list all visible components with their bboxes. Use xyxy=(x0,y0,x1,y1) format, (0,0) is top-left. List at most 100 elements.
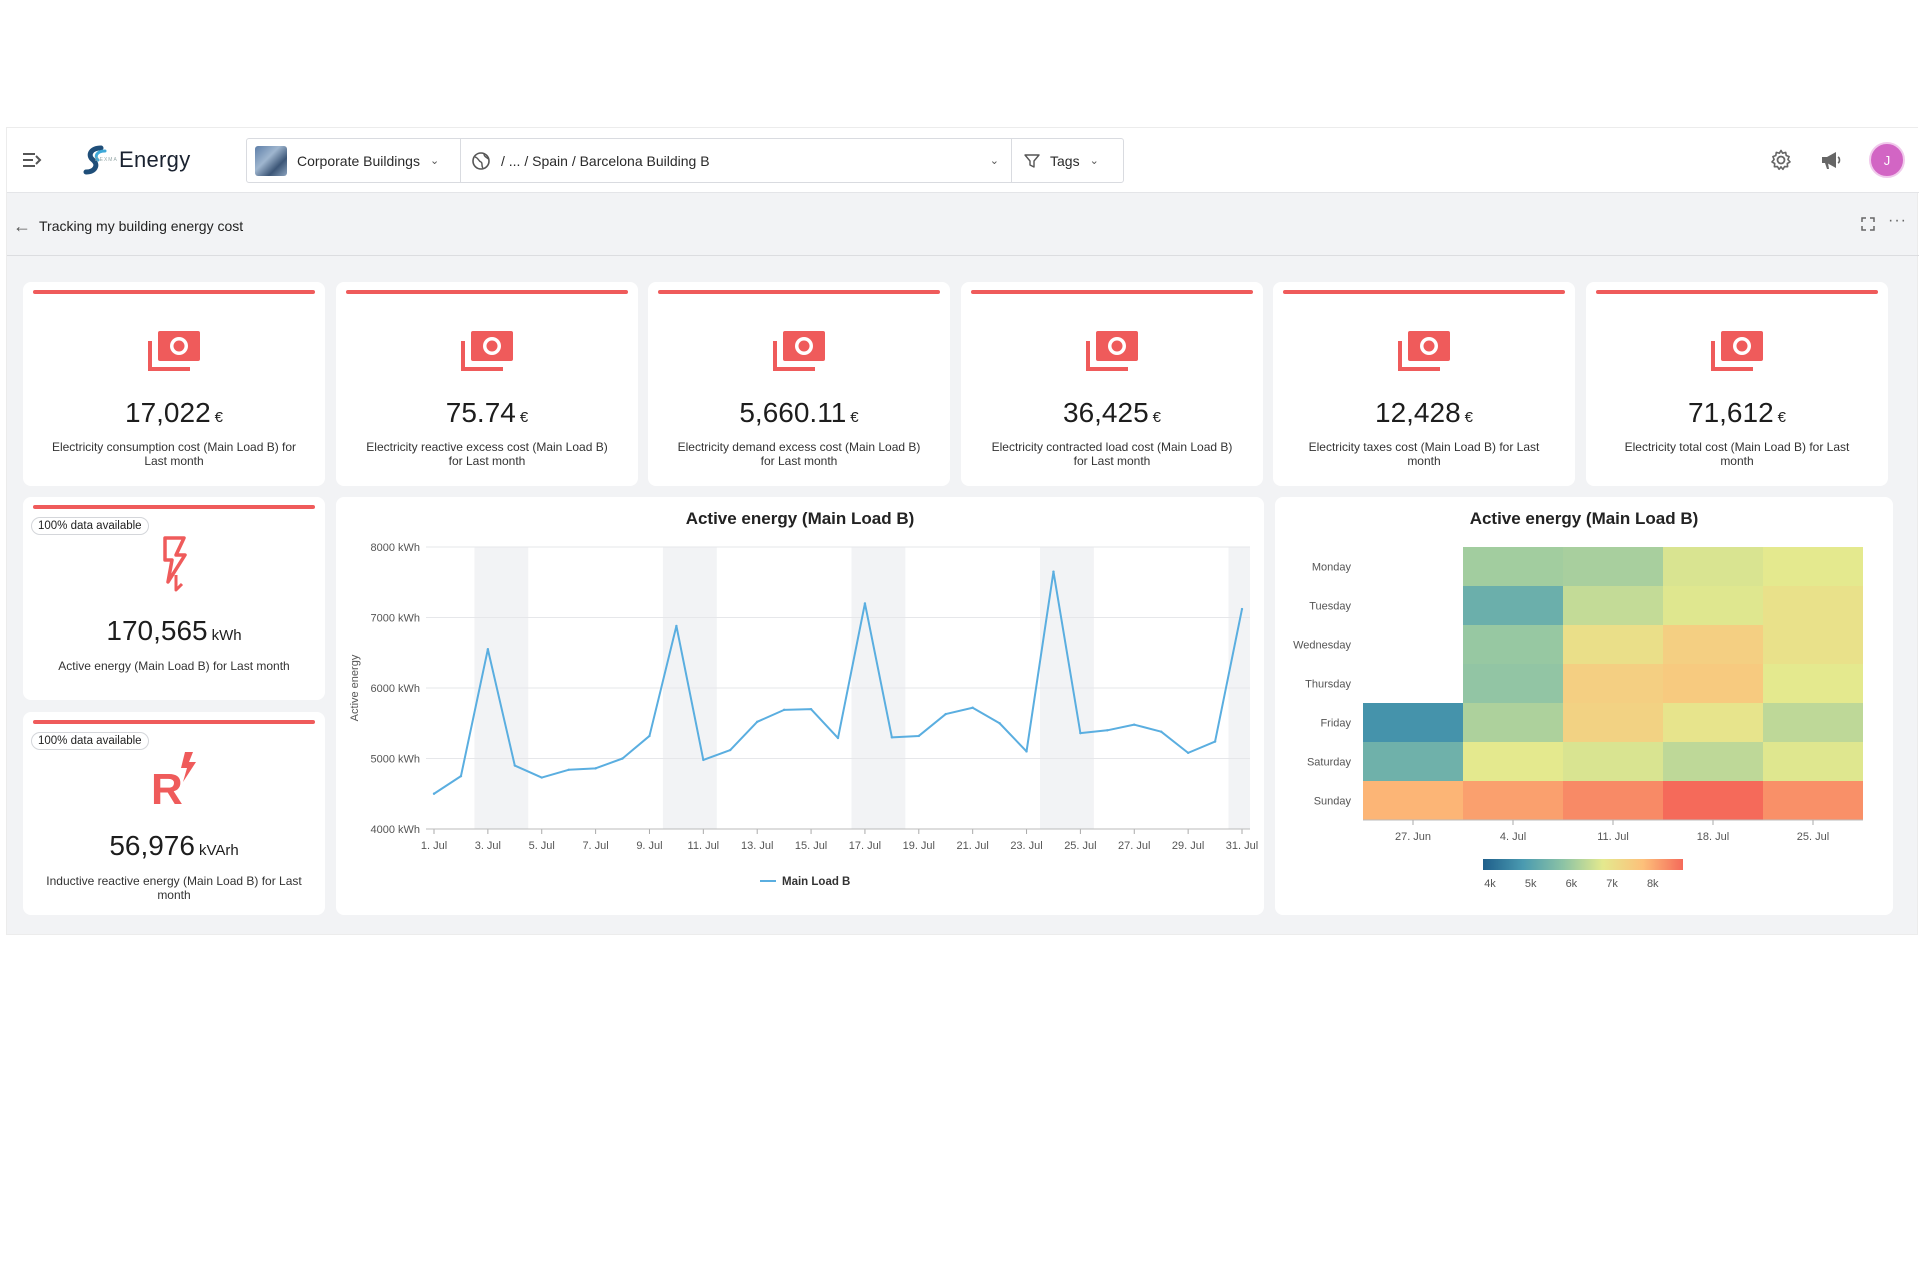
data-point xyxy=(675,624,678,628)
y-tick-label: 5000 kWh xyxy=(370,754,420,766)
x-tick-label: 21. Jul xyxy=(956,840,988,852)
kpi-value: 170,565 kWh xyxy=(23,615,325,647)
heatmap-cell xyxy=(1563,742,1663,781)
cost-kpi-card[interactable]: 17,022 € Electricity consumption cost (Mai… xyxy=(23,282,325,486)
kpi-number: 71,612 xyxy=(1688,397,1774,428)
data-point xyxy=(594,767,597,770)
user-avatar[interactable]: J xyxy=(1869,142,1905,178)
heatmap-cell xyxy=(1663,703,1763,742)
megaphone-icon[interactable] xyxy=(1819,148,1843,172)
cost-kpi-card[interactable]: 36,425 € Electricity contracted load cost … xyxy=(961,282,1263,486)
kpi-unit: € xyxy=(214,409,223,426)
card-accent xyxy=(33,290,315,294)
filter-icon xyxy=(1024,153,1040,168)
kpi-label: Electricity reactive excess cost (Main L… xyxy=(366,440,608,468)
fullscreen-icon[interactable] xyxy=(1861,217,1875,231)
kpi-unit: kVArh xyxy=(198,842,239,859)
cost-kpi-card[interactable]: 75.74 € Electricity reactive excess cost (… xyxy=(336,282,638,486)
money-bills-icon xyxy=(1086,331,1138,371)
heatmap-cell xyxy=(1663,664,1763,703)
kpi-value: 5,660.11 € xyxy=(648,397,950,429)
data-availability-badge: 100% data available xyxy=(31,517,149,535)
lightning-icon xyxy=(163,536,187,592)
data-point xyxy=(486,648,490,651)
heatmap-cell xyxy=(1763,625,1863,664)
heatmap-cell xyxy=(1763,742,1863,781)
location-selector[interactable]: / ... / Spain / Barcelona Building B ⌄ xyxy=(461,139,1012,182)
heatmap-cell xyxy=(1563,547,1663,586)
y-tick-label: 4000 kWh xyxy=(370,824,420,836)
heatmap-cell xyxy=(1663,586,1763,625)
data-point xyxy=(1240,607,1244,611)
heatmap-cell xyxy=(1463,703,1563,742)
series-line-main-load-b xyxy=(433,570,1243,795)
building-thumbnail xyxy=(255,145,287,176)
chevron-down-icon: ⌄ xyxy=(1089,155,1099,167)
heatmap-cell xyxy=(1663,547,1763,586)
kpi-label: Electricity demand excess cost (Main Loa… xyxy=(677,440,921,468)
heatmap-cell xyxy=(1563,703,1663,742)
heatmap-cell xyxy=(1463,781,1563,820)
data-point xyxy=(540,776,543,779)
x-tick-label: 5. Jul xyxy=(529,840,555,852)
app-logo[interactable]: Energy xyxy=(79,143,191,177)
card-accent xyxy=(346,290,628,294)
dashboard-app: Energy DEXMA Corporate Buildings ⌄ / ...… xyxy=(6,127,1919,935)
chart-title: Active energy (Main Load B) xyxy=(685,509,915,528)
x-tick-label: 29. Jul xyxy=(1172,840,1204,852)
data-availability-badge: 100% data available xyxy=(31,732,149,750)
context-selector-bar: Corporate Buildings ⌄ / ... / Spain / Ba… xyxy=(246,138,1124,183)
x-category-label: 25. Jul xyxy=(1797,831,1829,843)
y-tick-label: 6000 kWh xyxy=(370,683,420,695)
x-tick-label: 17. Jul xyxy=(849,840,881,852)
building-group-selector[interactable]: Corporate Buildings ⌄ xyxy=(247,139,461,182)
x-category-label: 27. Jun xyxy=(1395,831,1431,843)
kpi-value: 36,425 € xyxy=(961,397,1263,429)
x-category-label: 4. Jul xyxy=(1500,831,1526,843)
gear-icon[interactable] xyxy=(1769,148,1793,172)
data-point xyxy=(621,757,624,760)
active-energy-kpi-card[interactable]: 100% data available 170,565 kWh Active en… xyxy=(23,497,325,700)
kpi-unit: € xyxy=(1777,409,1786,426)
money-bills-icon xyxy=(148,331,200,371)
x-category-label: 11. Jul xyxy=(1597,831,1629,843)
data-point xyxy=(998,722,1001,725)
app-subtitle: DEXMA xyxy=(95,157,118,163)
cost-kpi-card[interactable]: 5,660.11 € Electricity demand excess cost … xyxy=(648,282,950,486)
chart-title: Active energy (Main Load B) xyxy=(1469,509,1699,528)
line-chart-card: Active energy (Main Load B) 8000 kWh 7000… xyxy=(336,497,1264,915)
heatmap-cell xyxy=(1463,664,1563,703)
x-tick-label: 27. Jul xyxy=(1118,840,1150,852)
kpi-value: 71,612 € xyxy=(1586,397,1888,429)
tags-filter[interactable]: Tags ⌄ xyxy=(1012,139,1123,182)
data-point xyxy=(1079,731,1082,735)
y-category-label: Monday xyxy=(1312,562,1352,574)
cost-kpi-card[interactable]: 12,428 € Electricity taxes cost (Main Load… xyxy=(1273,282,1575,486)
x-tick-label: 13. Jul xyxy=(741,840,773,852)
reactive-r-icon: R xyxy=(151,752,196,808)
data-point xyxy=(1133,723,1136,726)
more-options-icon[interactable]: ··· xyxy=(1888,212,1907,229)
legend-tick-label: 7k xyxy=(1606,878,1618,890)
y-axis-label: Active energy xyxy=(349,654,361,721)
color-legend-bar xyxy=(1483,859,1683,870)
money-bills-icon xyxy=(461,331,513,371)
back-arrow-icon[interactable]: ← xyxy=(13,216,31,236)
reactive-energy-kpi-card[interactable]: 100% data available R 56,976 kVArh Induct… xyxy=(23,712,325,915)
heatmap-cell xyxy=(1563,586,1663,625)
data-point xyxy=(1106,729,1109,732)
heatmap-card: Active energy (Main Load B) Monday Tuesda… xyxy=(1275,497,1893,915)
x-tick-label: 3. Jul xyxy=(475,840,501,852)
kpi-number: 17,022 xyxy=(125,397,211,428)
menu-toggle-icon[interactable] xyxy=(21,150,45,170)
heatmap-cell xyxy=(1663,742,1763,781)
kpi-value: 75.74 € xyxy=(336,397,638,429)
page-header: ← Tracking my building energy cost ··· xyxy=(7,194,1919,256)
card-accent xyxy=(658,290,940,294)
data-point xyxy=(1052,570,1055,573)
kpi-number: 12,428 xyxy=(1375,397,1461,428)
cost-kpi-card[interactable]: 71,612 € Electricity total cost (Main Load… xyxy=(1586,282,1888,486)
page-title: Tracking my building energy cost xyxy=(39,218,244,234)
data-point xyxy=(890,736,894,739)
heatmap-cell xyxy=(1463,547,1563,586)
